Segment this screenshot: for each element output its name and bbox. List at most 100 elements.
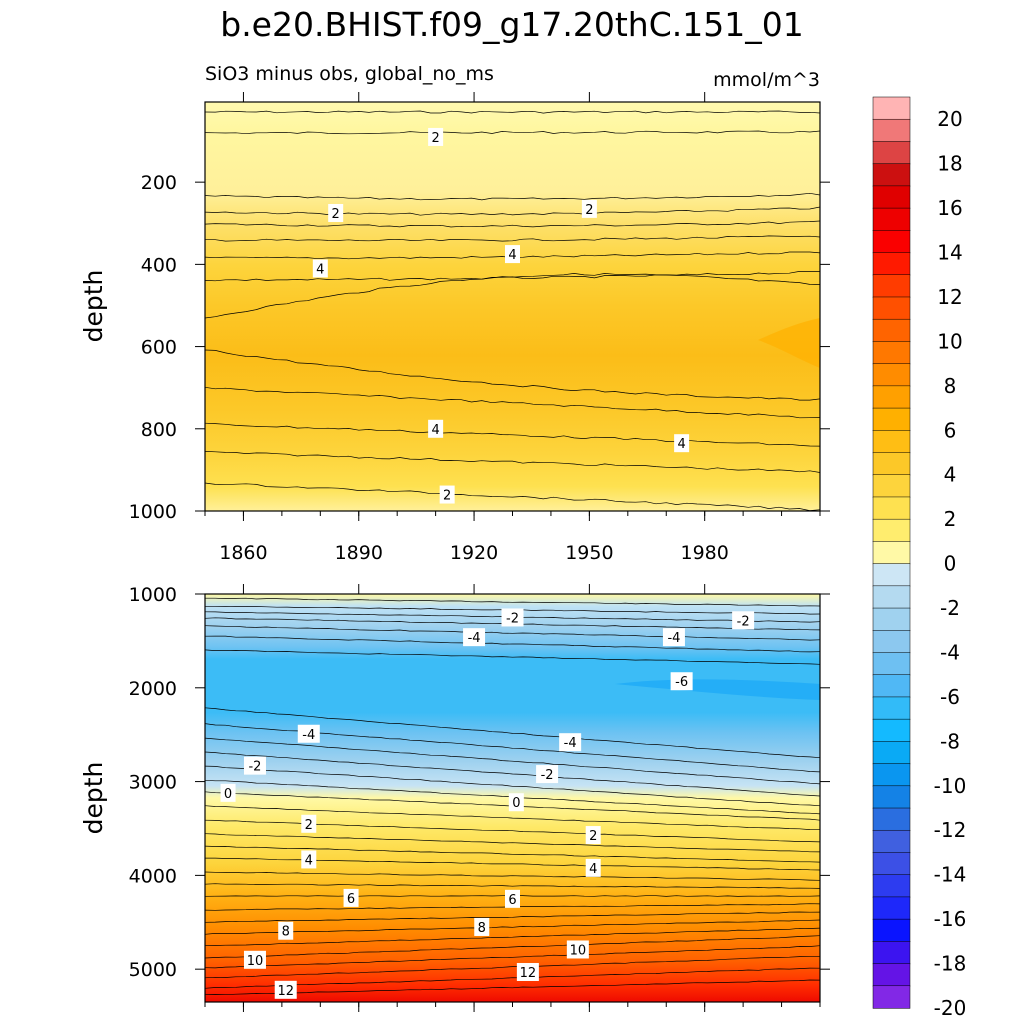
- contour-label-bg: [220, 783, 236, 802]
- colorbar-swatch: [872, 185, 911, 209]
- colorbar-label: 6: [944, 418, 957, 442]
- colorbar: 20181614121086420-2-4-6-8-10-12-14-16-18…: [872, 96, 967, 1020]
- colorbar-swatch: [872, 763, 911, 787]
- units-label: mmol/m^3: [713, 69, 820, 91]
- contour-line: [205, 911, 820, 923]
- upper-plot-background: [205, 102, 820, 511]
- contour-label: -4: [564, 736, 577, 751]
- contour-label-bg: [328, 203, 344, 222]
- colorbar-swatch: [872, 207, 911, 231]
- contour-label-bg: [312, 259, 328, 278]
- colorbar-swatch: [872, 941, 911, 965]
- x-tick-label: 1860: [219, 542, 267, 564]
- contour-label-bg: [670, 672, 693, 691]
- colorbar-label: -14: [934, 863, 967, 887]
- contour-line: [205, 765, 820, 807]
- contour-label: -2: [248, 760, 261, 775]
- colorbar-swatch: [872, 274, 911, 298]
- y-tick-label: 1000: [129, 501, 177, 523]
- colorbar-swatch: [872, 118, 911, 143]
- contour-label-bg: [581, 199, 597, 218]
- contour-label: 6: [508, 893, 516, 908]
- colorbar-swatch: [872, 718, 911, 743]
- contour-line: [205, 967, 820, 989]
- colorbar-swatch: [872, 807, 911, 831]
- contour-label: 6: [347, 892, 355, 907]
- upper-contours: [205, 110, 820, 511]
- contour-label-bg: [508, 793, 524, 812]
- colorbar-swatch: [872, 318, 911, 343]
- colorbar-swatch: [872, 852, 911, 876]
- contour-label-bg: [301, 814, 317, 833]
- contour-line: [205, 927, 820, 947]
- contour-line: [205, 625, 820, 641]
- colorbar-swatch: [872, 918, 911, 942]
- contour-label-bg: [274, 980, 297, 999]
- contour-line: [205, 955, 820, 979]
- contour-line: [205, 883, 820, 889]
- contour-label: -2: [541, 768, 554, 783]
- contour-line: [205, 871, 820, 881]
- upper-axis-ticks: 1860 1890 1920 1950 1980 200 400 600 800 1000: [129, 92, 830, 564]
- contour-line: [205, 979, 820, 996]
- contour-label: 2: [443, 489, 451, 504]
- contour-line: [205, 935, 820, 959]
- contour-label-bg: [536, 765, 559, 784]
- colorbar-swatch: [872, 585, 911, 609]
- lower-panel: -2 -2 -4 -4 -6 -4 -4 -2 -2 0 0 2 2 4 4 6 6 8 8 10 10 12 12 100…: [79, 584, 830, 1012]
- contour-label-bg: [343, 888, 359, 907]
- colorbar-swatch: [872, 296, 911, 320]
- contour-line: [205, 192, 820, 201]
- colorbar-swatch: [872, 496, 911, 520]
- colorbar-swatch: [872, 674, 911, 698]
- colorbar-swatch: [872, 652, 911, 676]
- figure-title: b.e20.BHIST.f09_g17.20thC.151_01: [220, 5, 803, 44]
- contour-label-bg: [501, 608, 524, 627]
- contour-label-bg: [662, 628, 685, 647]
- colorbar-label: -12: [934, 818, 967, 842]
- contour-label-bg: [278, 921, 294, 940]
- contour-label: -2: [737, 614, 750, 629]
- y-tick-label: 5000: [129, 959, 177, 981]
- contour-label: 4: [316, 262, 324, 277]
- contour-line: [205, 206, 820, 216]
- contour-label-bg: [474, 917, 490, 936]
- colorbar-swatch: [872, 163, 911, 187]
- contour-line: [205, 220, 820, 228]
- contour-label-bg: [301, 850, 317, 869]
- subtitle-left: SiO3 minus obs, global_no_ms: [205, 63, 494, 85]
- contour-label-bg: [297, 724, 320, 743]
- contour-label: -4: [667, 631, 680, 646]
- contour-label-bg: [732, 611, 755, 630]
- contour-label: 2: [585, 203, 593, 218]
- contour-line: [205, 649, 820, 665]
- contour-label: -6: [675, 675, 688, 690]
- colorbar-label: 10: [937, 329, 962, 353]
- contour-label: 12: [277, 984, 294, 999]
- y-tick-label: 1000: [129, 584, 177, 606]
- colorbar-label: -10: [934, 774, 967, 798]
- contour-label: 2: [305, 818, 313, 833]
- upper-warm-core: [758, 318, 820, 368]
- colorbar-swatch: [872, 741, 911, 765]
- colorbar-swatch: [872, 630, 911, 654]
- x-tick-label: 1950: [565, 542, 613, 564]
- colorbar-swatch: [872, 696, 911, 720]
- colorbar-label: 2: [944, 507, 957, 531]
- colorbar-swatch: [872, 541, 911, 565]
- upper-panel: 2 2 2 4 4 4 4 2 1860 1890 1920 1950 1980 200 400 600 80…: [79, 92, 830, 564]
- contour-line: [205, 845, 820, 863]
- contour-line: [205, 919, 820, 935]
- contour-label-bg: [243, 756, 266, 775]
- colorbar-swatch: [872, 607, 911, 631]
- colorbar-swatch: [872, 252, 911, 276]
- contour-line: [205, 110, 820, 114]
- colorbar-label: -16: [934, 907, 967, 931]
- contour-line: [205, 235, 820, 242]
- lower-y-axis-label: depth: [79, 762, 108, 835]
- contour-label-bg: [516, 962, 539, 981]
- colorbar-label: 12: [937, 285, 962, 309]
- colorbar-swatch: [872, 874, 911, 898]
